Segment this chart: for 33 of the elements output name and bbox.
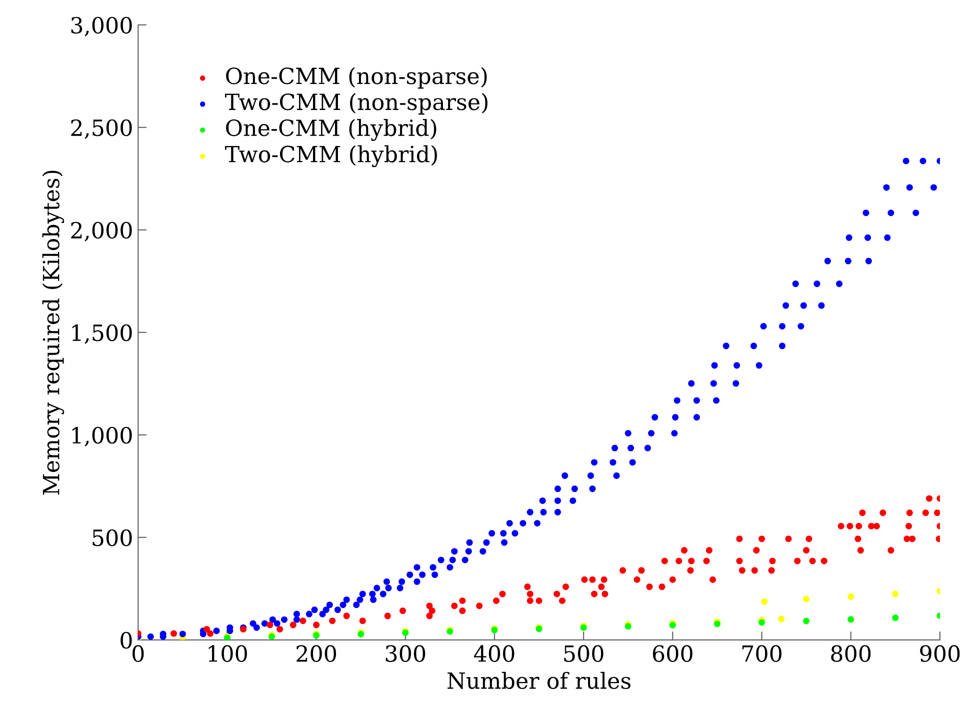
y-tick-label: 1,000 bbox=[72, 426, 132, 446]
x-tick-label: 100 bbox=[208, 645, 247, 662]
point bbox=[761, 598, 768, 605]
x-tick-label: 400 bbox=[474, 645, 514, 662]
legend-label: One-CMM (hybrid) bbox=[226, 119, 436, 141]
y-tick-label: 0 bbox=[120, 632, 132, 649]
x-tick-label: 900 bbox=[920, 645, 960, 662]
x-tick-label: 700 bbox=[742, 645, 782, 662]
x-tick-label: 500 bbox=[564, 645, 604, 662]
point bbox=[848, 616, 854, 623]
point bbox=[803, 618, 810, 624]
y-tick-label: 2,500 bbox=[71, 119, 132, 139]
legend-label: One-CMM (non-sparse) bbox=[226, 67, 487, 89]
point bbox=[803, 596, 810, 602]
point bbox=[758, 619, 765, 626]
legend-label: Two-CMM (non-sparse) bbox=[225, 93, 488, 115]
x-tick-label: 600 bbox=[652, 645, 692, 662]
point bbox=[892, 590, 899, 598]
legend-label: Two-CMM (hybrid) bbox=[225, 145, 437, 168]
x-tick-label: 0 bbox=[132, 645, 144, 662]
x-tick-label: 300 bbox=[386, 645, 426, 662]
point bbox=[778, 616, 785, 622]
point bbox=[848, 593, 854, 600]
x-axis-title: Number of rules bbox=[448, 672, 630, 690]
y-tick-label: 500 bbox=[92, 529, 132, 546]
y-tick-label: 3,000 bbox=[71, 16, 132, 36]
y-axis-title: Memory required (Kilobytes) bbox=[42, 170, 64, 495]
point bbox=[714, 620, 720, 628]
x-tick-label: 800 bbox=[831, 645, 871, 662]
x-tick-label: 200 bbox=[296, 645, 336, 662]
point bbox=[892, 614, 899, 622]
y-tick-label: 1,500 bbox=[72, 324, 132, 344]
y-tick-label: 2,000 bbox=[71, 222, 132, 242]
